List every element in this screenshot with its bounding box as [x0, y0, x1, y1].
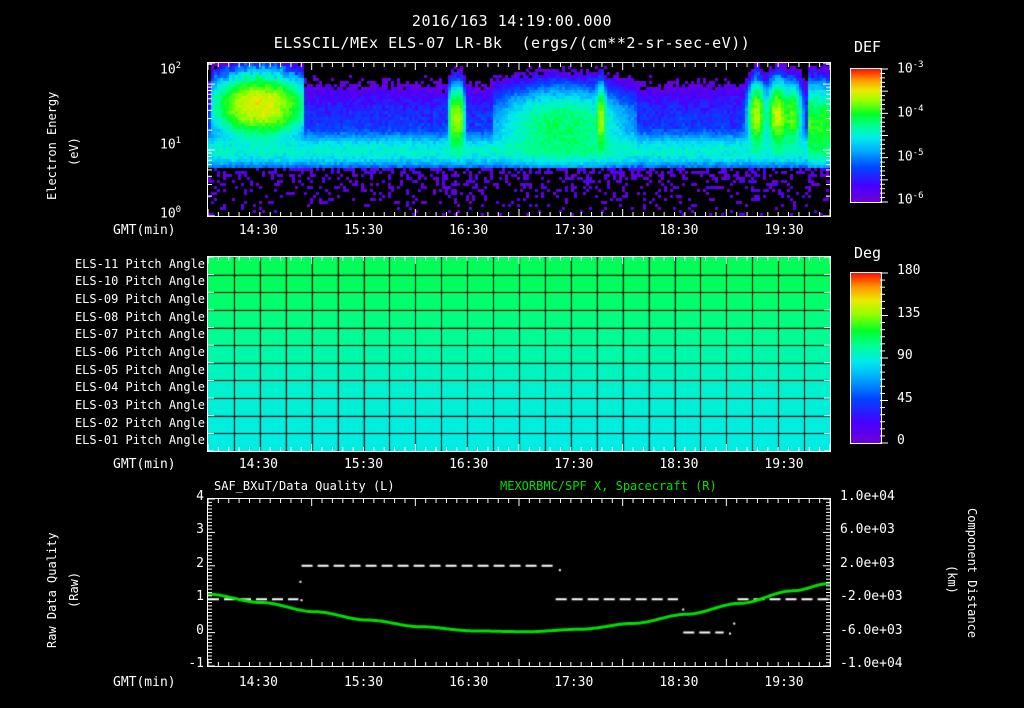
spectrogram-plot[interactable] [207, 62, 831, 217]
xtick-label: 18:30 [659, 676, 698, 689]
def-colorbar [850, 68, 882, 203]
xtick-label: 19:30 [764, 224, 803, 237]
xtick-label: 15:30 [344, 458, 383, 471]
pitch-angle-row-label: ELS-02 Pitch Angle [60, 417, 205, 429]
xtick-label: 16:30 [449, 458, 488, 471]
spectrogram-xtick-labels: 14:30 15:30 16:30 17:30 18:30 19:30 [207, 224, 829, 240]
spectrogram-xaxis-label: GMT(min) [113, 224, 176, 237]
pitch-angle-row-labels: ELS-11 Pitch Angle ELS-10 Pitch Angle ELS-… [60, 256, 205, 452]
pitch-angle-plot[interactable] [207, 256, 831, 452]
xtick-label: 19:30 [764, 458, 803, 471]
deg-colorbar-tick: 90 [897, 349, 913, 362]
spectrogram-ylabel-line2: (eV) [68, 137, 80, 166]
xtick-label: 15:30 [344, 224, 383, 237]
def-colorbar-tick-3: 10-6 [897, 192, 924, 206]
page-title-datetime: 2016/163 14:19:00.000 [0, 14, 1024, 29]
quality-ytick-labels: 4 3 2 1 0 -1 [178, 490, 204, 680]
xtick-label: 15:30 [344, 676, 383, 689]
pitch-angle-row-label: ELS-01 Pitch Angle [60, 434, 205, 446]
spectrogram-ytick-2: 100 [160, 206, 181, 220]
spectrogram-canvas [208, 63, 830, 216]
xtick-label: 17:30 [554, 676, 593, 689]
deg-colorbar-tick: 45 [897, 392, 913, 405]
xtick-label: 14:30 [239, 676, 278, 689]
quality-y2tick: 6.0e+03 [840, 523, 895, 536]
quality-ytick: 1 [178, 590, 204, 603]
quality-canvas [208, 499, 830, 666]
quality-y2tick: -6.0e+03 [840, 624, 903, 637]
quality-xaxis-label: GMT(min) [113, 676, 176, 689]
xtick-label: 17:30 [554, 224, 593, 237]
pitch-angle-row-label: ELS-06 Pitch Angle [60, 346, 205, 358]
pitch-angle-row-label: ELS-10 Pitch Angle [60, 275, 205, 287]
def-colorbar-tick-1: 10-4 [897, 105, 924, 119]
quality-y2label-line1: Component Distance [966, 508, 978, 638]
xtick-label: 16:30 [449, 676, 488, 689]
quality-ytick: 4 [178, 490, 204, 503]
quality-y2tick: 2.0e+03 [840, 557, 895, 570]
quality-ytick: 3 [178, 523, 204, 536]
quality-ytick: -1 [178, 657, 204, 670]
quality-y2tick-labels: 1.0e+04 6.0e+03 2.0e+03 -2.0e+03 -6.0e+03 -1.… [840, 490, 930, 680]
quality-ylabel-line1: Raw Data Quality [46, 532, 58, 648]
quality-y2tick: 1.0e+04 [840, 490, 895, 503]
pitch-angle-row-label: ELS-07 Pitch Angle [60, 328, 205, 340]
deg-colorbar [850, 272, 882, 444]
deg-colorbar-ticks [880, 272, 894, 444]
deg-colorbar-tick-labels: 180 135 90 45 0 [897, 264, 957, 454]
pitch-angle-canvas [208, 257, 830, 451]
spectrogram-ytick-0: 102 [160, 62, 181, 76]
quality-ytick: 2 [178, 557, 204, 570]
spectrogram-ytick-1: 101 [160, 137, 181, 151]
deg-colorbar-title: Deg [854, 246, 881, 261]
quality-ylabel-line2: (Raw) [68, 572, 80, 608]
pitch-xaxis-label: GMT(min) [113, 458, 176, 471]
pitch-angle-row-label: ELS-05 Pitch Angle [60, 364, 205, 376]
xtick-label: 17:30 [554, 458, 593, 471]
spectrogram-ylabel-line1: Electron Energy [46, 92, 58, 200]
xtick-label: 18:30 [659, 458, 698, 471]
def-colorbar-gradient [851, 69, 881, 202]
quality-xtick-labels: 14:30 15:30 16:30 17:30 18:30 19:30 [207, 676, 829, 692]
def-colorbar-ticks [880, 68, 894, 203]
quality-y2tick: -1.0e+04 [840, 657, 903, 670]
quality-title-left: SAF_BXuT/Data Quality (L) [214, 480, 395, 492]
pitch-angle-row-label: ELS-04 Pitch Angle [60, 381, 205, 393]
quality-title-right: MEXORBMC/SPF X, Spacecraft (R) [500, 480, 717, 492]
quality-plot[interactable] [207, 498, 831, 667]
pitch-angle-row-label: ELS-09 Pitch Angle [60, 293, 205, 305]
def-colorbar-tick-0: 10-3 [897, 61, 924, 75]
xtick-label: 14:30 [239, 224, 278, 237]
def-colorbar-tick-2: 10-5 [897, 149, 924, 163]
xtick-label: 16:30 [449, 224, 488, 237]
xtick-label: 18:30 [659, 224, 698, 237]
pitch-angle-row-label: ELS-08 Pitch Angle [60, 311, 205, 323]
quality-y2label-line2: (km) [946, 565, 958, 594]
pitch-angle-row-label: ELS-03 Pitch Angle [60, 399, 205, 411]
quality-ytick: 0 [178, 624, 204, 637]
xtick-label: 14:30 [239, 458, 278, 471]
def-colorbar-title: DEF [854, 40, 881, 55]
deg-colorbar-tick: 180 [897, 264, 920, 277]
pitch-xtick-labels: 14:30 15:30 16:30 17:30 18:30 19:30 [207, 458, 829, 474]
quality-y2tick: -2.0e+03 [840, 590, 903, 603]
xtick-label: 19:30 [764, 676, 803, 689]
deg-colorbar-gradient [851, 273, 881, 443]
pitch-angle-row-label: ELS-11 Pitch Angle [60, 258, 205, 270]
deg-colorbar-tick: 135 [897, 307, 920, 320]
deg-colorbar-tick: 0 [897, 434, 905, 447]
